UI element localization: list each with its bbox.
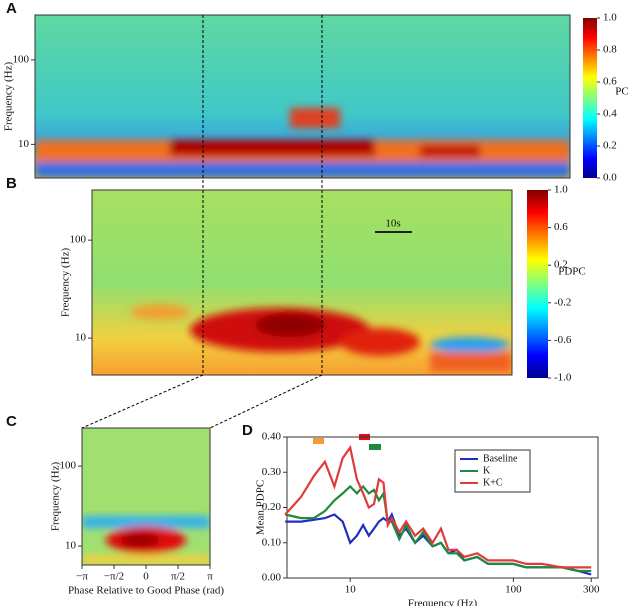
colorbar [583,18,597,178]
y-tick-label: 0.30 [262,466,282,478]
colorbar-tick-label: 0.4 [603,108,617,120]
x-tick-label: 10 [345,584,357,596]
y-tick-label: 10 [75,332,87,344]
band-marker [369,444,381,450]
connector [81,374,204,429]
x-tick-label: 300 [583,584,600,596]
x-tick-label: π [207,571,213,583]
colorbar-tick-label: 0.2 [554,259,568,271]
colorbar-tick-label: 0.8 [603,44,617,56]
y-axis-title: Frequency (Hz) [60,248,72,318]
y-tick-label: 0.10 [262,536,282,548]
colorbar-tick-label: -1.0 [554,372,572,384]
scale-bar-label: 10s [385,218,400,230]
colorbar-tick-label: 0.2 [603,140,617,152]
x-tick-label: −π [76,571,88,583]
colorbar-tick-label: 0.6 [554,221,568,233]
y-axis-title: Frequency (Hz) [3,62,15,132]
colorbar-tick-label: 1.0 [554,184,568,196]
y-axis-title: Mean PDPC [255,480,267,535]
panel-label: D [242,422,253,439]
y-tick-label: 100 [70,234,87,246]
legend-label: K [483,465,491,476]
frame [34,14,571,179]
x-tick-label: 100 [505,584,522,596]
series-line [284,444,592,569]
heatmap-b [92,190,512,375]
series-line [284,484,592,573]
frame [91,189,513,376]
x-tick-label: 0 [143,571,149,583]
colorbar-tick-label: -0.6 [554,334,572,346]
y-tick-label: 100 [60,460,77,472]
band-marker [313,438,324,444]
x-axis-title: Frequency (Hz) [408,598,478,606]
y-axis-title: Frequency (Hz) [50,462,62,532]
x-tick-label: −π/2 [104,571,124,583]
panel-label: A [6,0,17,17]
heatmap-c [82,428,210,565]
colorbar-tick-label: 0.0 [603,172,617,184]
y-tick-label: 10 [65,540,77,552]
y-tick-label: 10 [18,138,30,150]
legend-label: Baseline [483,453,518,464]
frame [286,436,599,579]
x-axis-title: Phase Relative to Good Phase (rad) [68,585,224,597]
colorbar-title: PDPC [558,266,586,278]
heatmap-a [35,15,570,178]
y-tick-label: 0.20 [262,501,282,513]
colorbar [527,190,548,378]
legend-label: K+C [483,477,503,488]
y-tick-label: 0.40 [262,431,282,443]
colorbar-title: PC [615,86,628,98]
y-tick-label: 100 [13,53,30,65]
connector [209,374,323,429]
y-tick-label: 0.00 [262,572,282,584]
panel-label: C [6,413,17,430]
colorbar-tick-label: 0.6 [603,76,617,88]
colorbar-tick-label: -0.2 [554,296,571,308]
colorbar-tick-label: 1.0 [603,12,617,24]
x-tick-label: π/2 [171,571,185,583]
panel-label: B [6,175,17,192]
